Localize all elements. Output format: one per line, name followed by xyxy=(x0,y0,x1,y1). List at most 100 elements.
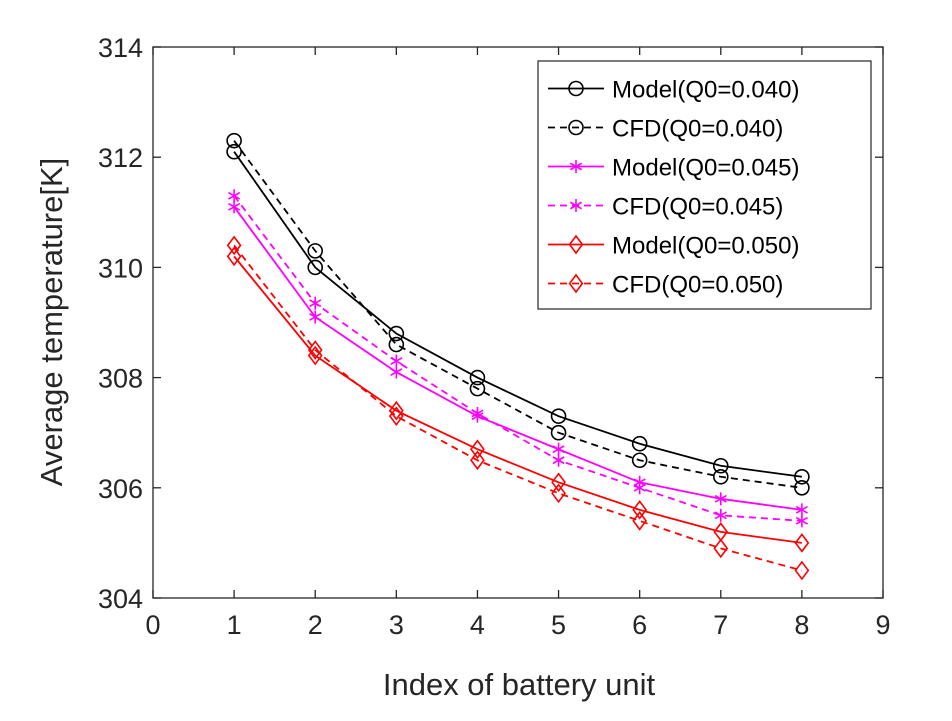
x-tick-label: 2 xyxy=(308,610,323,640)
data-point xyxy=(712,457,729,474)
x-tick-label: 0 xyxy=(145,610,160,640)
data-point xyxy=(307,259,324,276)
x-tick-label: 4 xyxy=(470,610,485,640)
data-point xyxy=(390,354,403,368)
series-2 xyxy=(226,132,810,496)
marker-stroke xyxy=(228,191,241,200)
data-point xyxy=(309,310,322,324)
data-point xyxy=(713,538,729,559)
data-point xyxy=(795,514,808,528)
series-line xyxy=(233,206,803,511)
x-tick-label: 9 xyxy=(875,610,890,640)
legend-label: CFD(Q0=0.050) xyxy=(612,272,783,299)
y-tick-label: 312 xyxy=(98,143,143,173)
series-line xyxy=(233,140,803,489)
data-point xyxy=(469,380,486,397)
data-point xyxy=(388,400,404,421)
data-point xyxy=(552,453,565,467)
data-point xyxy=(794,468,810,485)
legend-label: CFD(Q0=0.040) xyxy=(612,116,783,143)
data-point xyxy=(714,492,727,506)
legend-entry-1: Model(Q0=0.040) xyxy=(548,77,799,104)
marker-stroke xyxy=(471,409,484,418)
data-point xyxy=(631,435,648,452)
data-point xyxy=(632,500,648,520)
y-tick-label: 308 xyxy=(98,364,143,394)
y-tick-label: 314 xyxy=(98,33,143,63)
data-point xyxy=(550,424,567,441)
data-point xyxy=(388,325,405,342)
series-4 xyxy=(228,189,808,528)
data-point xyxy=(552,442,565,456)
series-layer xyxy=(226,132,810,581)
y-tick-label: 310 xyxy=(98,253,143,283)
x-axis-label: Index of battery unit xyxy=(383,667,656,702)
marker-stroke xyxy=(228,202,241,211)
data-point xyxy=(712,468,729,485)
data-point xyxy=(632,511,648,531)
series-1 xyxy=(226,143,810,485)
data-point xyxy=(226,132,242,149)
series-line xyxy=(233,151,803,478)
data-point xyxy=(390,365,403,379)
legend-label: CFD(Q0=0.045) xyxy=(612,194,783,221)
marker-stroke xyxy=(795,516,808,525)
data-point xyxy=(470,450,485,471)
marker-stroke xyxy=(714,511,727,520)
marker-stroke xyxy=(390,357,403,366)
data-point xyxy=(551,483,566,504)
x-tick-label: 6 xyxy=(632,610,647,640)
legend: Model(Q0=0.040) CFD(Q0=0.040) Model(Q0=0.0… xyxy=(537,60,872,310)
marker-stroke xyxy=(569,201,583,210)
data-point xyxy=(226,235,242,256)
series-line xyxy=(233,195,802,522)
series-6 xyxy=(226,235,810,581)
legend-marker xyxy=(568,119,584,136)
y-axis-label: Average temperature[K] xyxy=(34,158,69,487)
marker-stroke xyxy=(552,456,565,465)
legend-entry-6: CFD(Q0=0.050) xyxy=(548,272,783,299)
legend-label: Model(Q0=0.050) xyxy=(612,233,799,260)
data-point xyxy=(388,406,404,427)
data-point xyxy=(633,481,646,495)
legend-entry-5: Model(Q0=0.050) xyxy=(548,233,799,260)
legend-box xyxy=(537,60,872,310)
data-point xyxy=(228,200,241,214)
axes-box xyxy=(152,46,884,599)
legend-marker xyxy=(568,80,584,97)
legend-marker xyxy=(569,199,583,212)
marker-stroke xyxy=(714,494,727,503)
legend-entry-3: Model(Q0=0.045) xyxy=(548,155,799,182)
data-point xyxy=(228,189,241,203)
x-tick-label: 3 xyxy=(389,610,404,640)
data-point xyxy=(226,246,242,267)
data-point xyxy=(551,472,566,493)
marker-stroke xyxy=(569,162,583,171)
data-point xyxy=(795,503,808,517)
data-point xyxy=(388,336,405,353)
data-point xyxy=(550,408,567,424)
x-tick-label: 7 xyxy=(713,610,728,640)
data-point xyxy=(794,533,810,553)
y-tick-label: 306 xyxy=(98,474,143,504)
marker-stroke xyxy=(309,299,322,308)
data-point xyxy=(309,296,322,310)
data-point xyxy=(631,452,648,469)
legend-marker xyxy=(568,234,584,255)
data-point xyxy=(469,369,486,386)
x-tick-label: 8 xyxy=(794,610,809,640)
marker-stroke xyxy=(390,368,403,377)
axes-layer: 0 1 2 3 4 5 6 7 8 9 304 306 308 310 312 314 xyxy=(98,33,891,640)
legend-entry-2: CFD(Q0=0.040) xyxy=(548,116,783,143)
data-point xyxy=(794,479,810,496)
marker-stroke xyxy=(795,505,808,514)
legend-label: Model(Q0=0.045) xyxy=(612,155,799,182)
data-point xyxy=(307,243,324,259)
data-point xyxy=(470,439,485,460)
data-point xyxy=(471,406,484,420)
series-line xyxy=(233,244,803,572)
x-tick-label: 1 xyxy=(227,610,242,640)
legend-entry-4: CFD(Q0=0.045) xyxy=(548,194,783,221)
